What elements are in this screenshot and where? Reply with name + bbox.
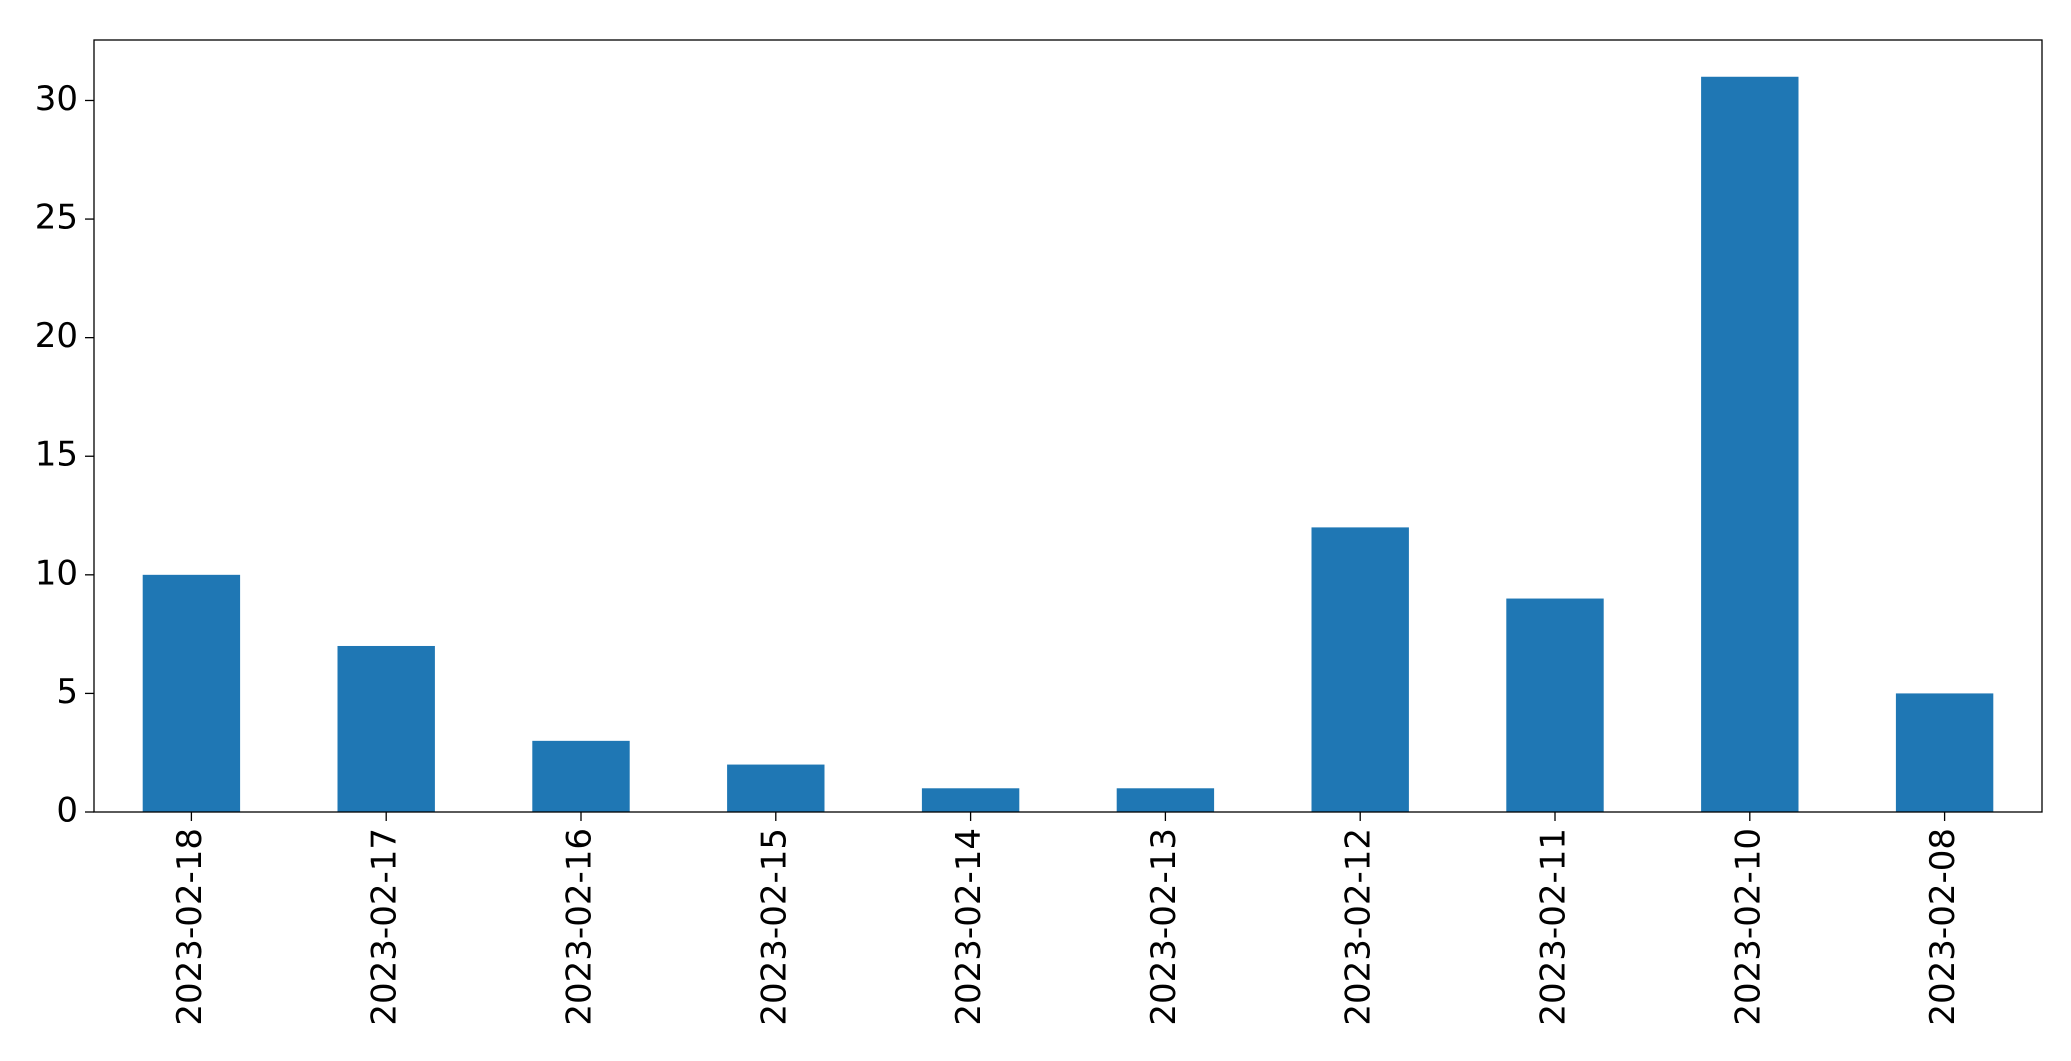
x-tick-label: 2023-02-08 xyxy=(1923,828,1963,1026)
x-tick-label: 2023-02-15 xyxy=(754,828,794,1026)
y-tick-label: 5 xyxy=(56,672,78,712)
x-tick-label: 2023-02-12 xyxy=(1339,828,1379,1026)
y-tick-label: 15 xyxy=(35,435,78,475)
plot-frame xyxy=(93,39,2043,813)
y-tick-label: 20 xyxy=(35,316,78,356)
x-tick-label: 2023-02-18 xyxy=(170,828,210,1026)
bar xyxy=(1895,693,1994,812)
bar xyxy=(142,574,241,812)
y-tick-label: 25 xyxy=(35,198,78,238)
y-tick-label: 30 xyxy=(35,79,78,119)
bar xyxy=(1311,527,1409,812)
y-tick-label: 10 xyxy=(35,553,78,593)
bar xyxy=(1506,598,1604,812)
bar xyxy=(532,740,630,812)
bar xyxy=(337,645,435,812)
x-tick-label: 2023-02-13 xyxy=(1144,828,1184,1026)
x-tick-label: 2023-02-17 xyxy=(365,828,405,1026)
bar xyxy=(1701,76,1799,812)
x-tick-label: 2023-02-11 xyxy=(1534,828,1574,1026)
bar xyxy=(921,788,1020,812)
x-tick-label: 2023-02-16 xyxy=(560,828,600,1026)
x-tick-label: 2023-02-14 xyxy=(949,828,989,1026)
bar xyxy=(1116,788,1215,812)
x-tick-label: 2023-02-10 xyxy=(1728,828,1768,1026)
bar xyxy=(727,764,825,812)
y-tick-label: 0 xyxy=(56,791,78,831)
